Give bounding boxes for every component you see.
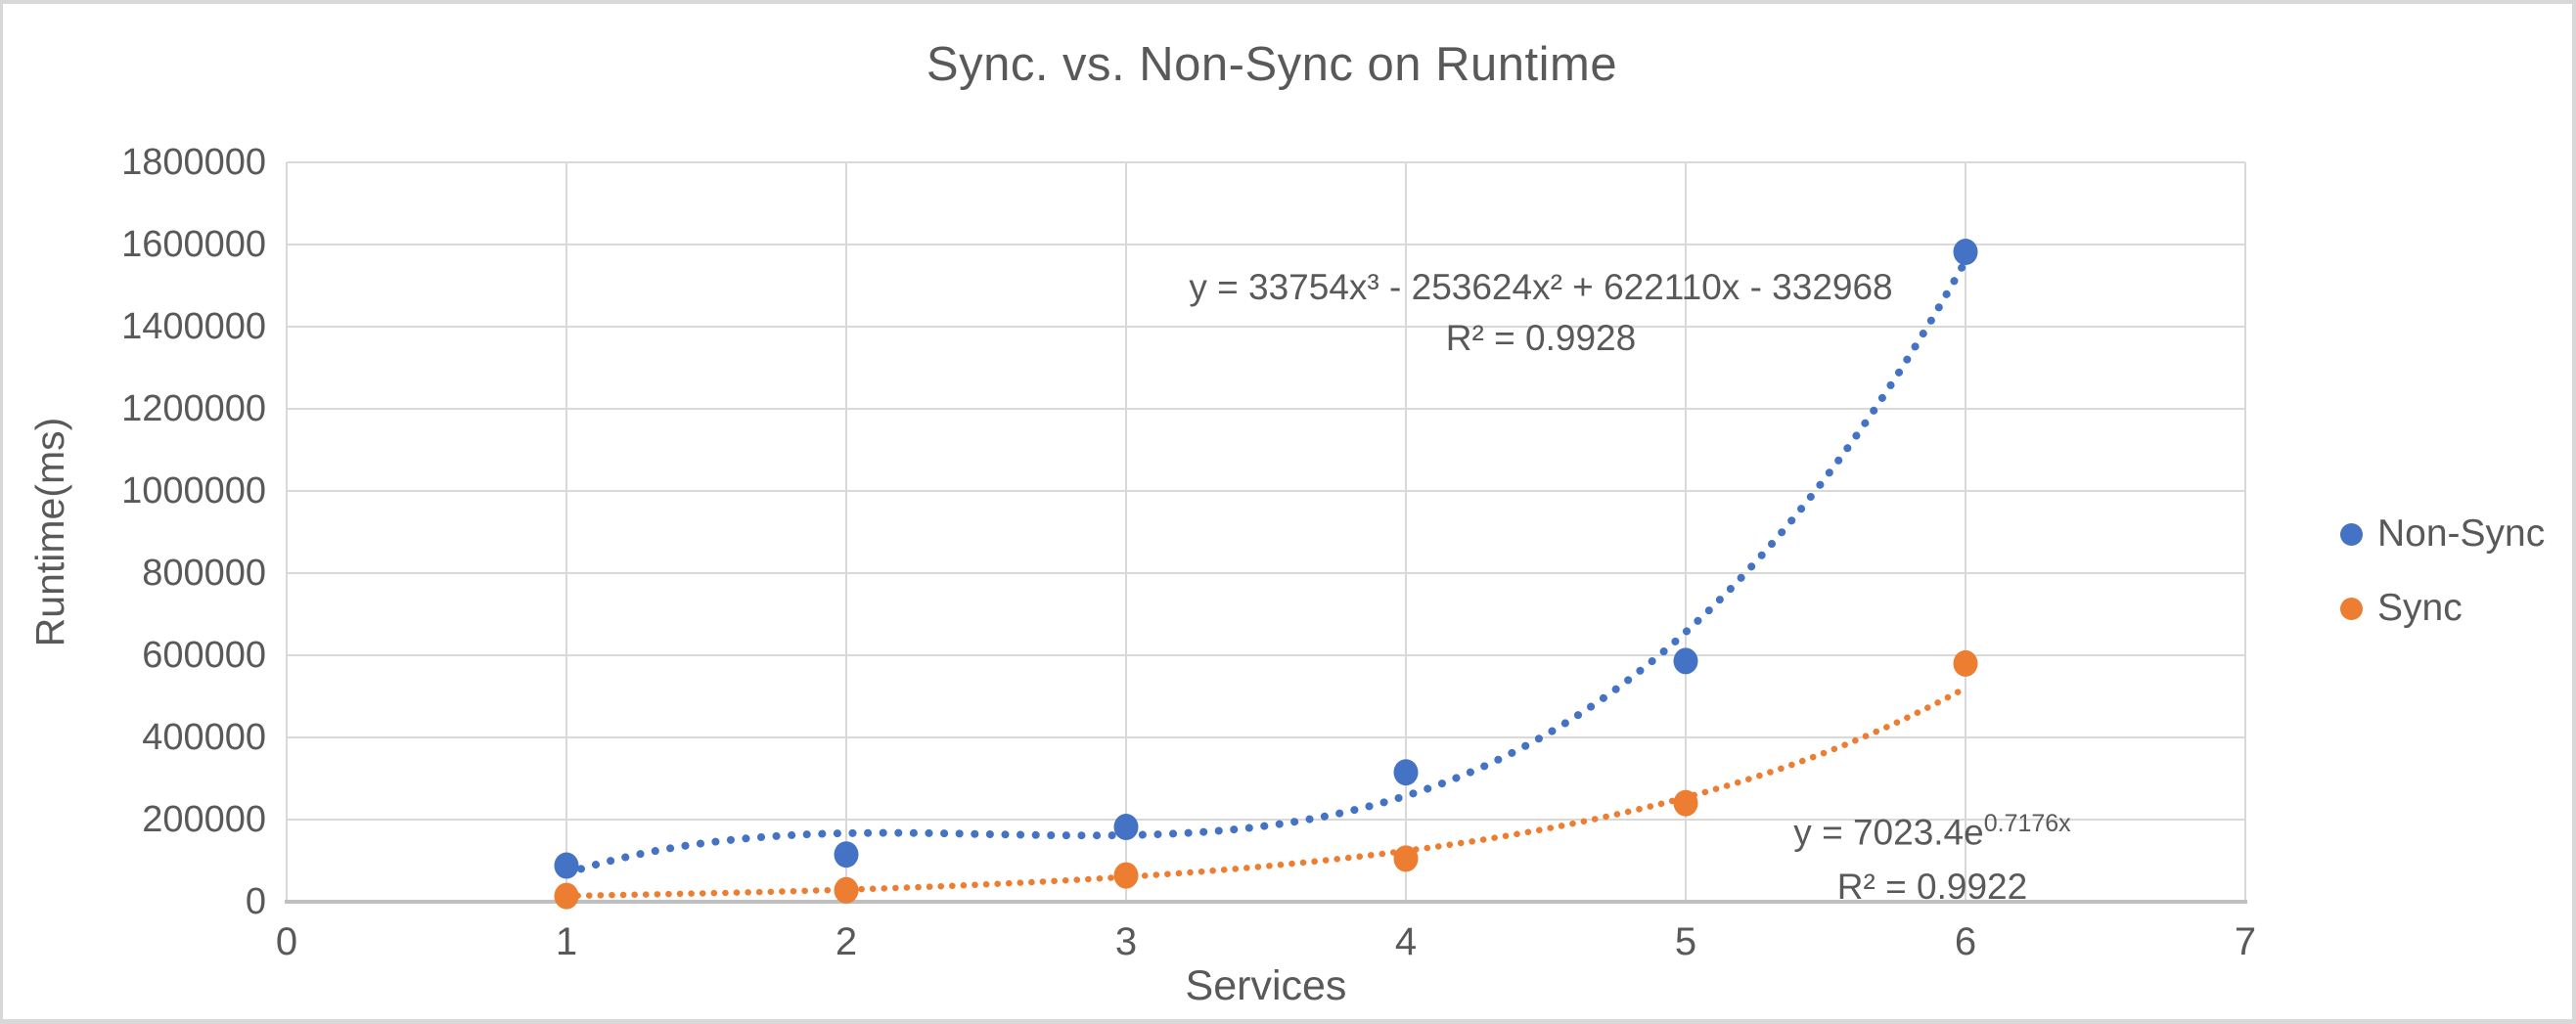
legend-label: Non-Sync xyxy=(2377,512,2546,555)
data-point-sync xyxy=(554,882,579,910)
y-tick-label: 400000 xyxy=(142,717,266,758)
y-tick-label: 600000 xyxy=(142,635,266,676)
data-point-non-sync xyxy=(1953,239,1978,266)
data-point-non-sync xyxy=(554,852,579,879)
y-tick-label: 1800000 xyxy=(121,142,266,183)
data-point-sync xyxy=(1673,789,1698,817)
equation-line: y = 7023.4e0.7176x xyxy=(1793,810,2071,853)
trendline-equation-sync: y = 7023.4e0.7176x R² = 0.9922 xyxy=(1702,796,2162,914)
legend-item-non-sync: Non-Sync xyxy=(2340,512,2545,556)
y-tick-label: 1200000 xyxy=(121,388,266,429)
data-point-non-sync xyxy=(1673,647,1698,675)
chart-title: Sync. vs. Non-Sync on Runtime xyxy=(926,38,1618,91)
data-point-sync xyxy=(1393,845,1419,872)
data-point-non-sync xyxy=(1393,759,1419,786)
r-squared-line: R² = 0.9922 xyxy=(1836,867,2028,908)
y-tick-label: 0 xyxy=(245,881,266,922)
legend-dot-sync-icon xyxy=(2340,597,2363,620)
data-point-non-sync xyxy=(834,841,859,868)
legend-label: Sync xyxy=(2377,587,2463,629)
data-point-sync xyxy=(1953,649,1978,677)
x-tick-label: 0 xyxy=(275,920,298,963)
data-point-non-sync xyxy=(1113,814,1139,841)
y-tick-label: 1000000 xyxy=(121,470,266,512)
data-point-sync xyxy=(834,876,859,904)
y-tick-label: 1600000 xyxy=(121,224,266,265)
x-tick-label: 7 xyxy=(2234,920,2257,963)
y-tick-label: 800000 xyxy=(142,553,266,594)
legend-dot-non-sync-icon xyxy=(2340,522,2363,546)
data-point-sync xyxy=(1113,862,1139,889)
trendline-equation-non-sync: y = 33754x³ - 253624x² + 622110x - 33296… xyxy=(1101,262,1981,364)
x-tick-label: 4 xyxy=(1394,920,1418,963)
r-squared-line: R² = 0.9928 xyxy=(1445,318,1637,358)
equation-line: y = 33754x³ - 253624x² + 622110x - 33296… xyxy=(1189,267,1893,307)
chart-surface[interactable] xyxy=(3,4,2572,1019)
y-tick-label: 200000 xyxy=(142,799,266,840)
x-tick-label: 2 xyxy=(835,920,858,963)
x-tick-label: 5 xyxy=(1674,920,1697,963)
y-tick-label: 1400000 xyxy=(121,306,266,347)
x-tick-label: 1 xyxy=(555,920,578,963)
x-tick-label: 6 xyxy=(1954,920,1977,963)
x-axis-title: Services xyxy=(1185,962,1347,1009)
y-axis-title: Runtime(ms) xyxy=(27,417,72,647)
legend-item-sync: Sync xyxy=(2340,587,2463,630)
trendline-non-sync xyxy=(563,256,1969,877)
x-tick-label: 3 xyxy=(1114,920,1138,963)
